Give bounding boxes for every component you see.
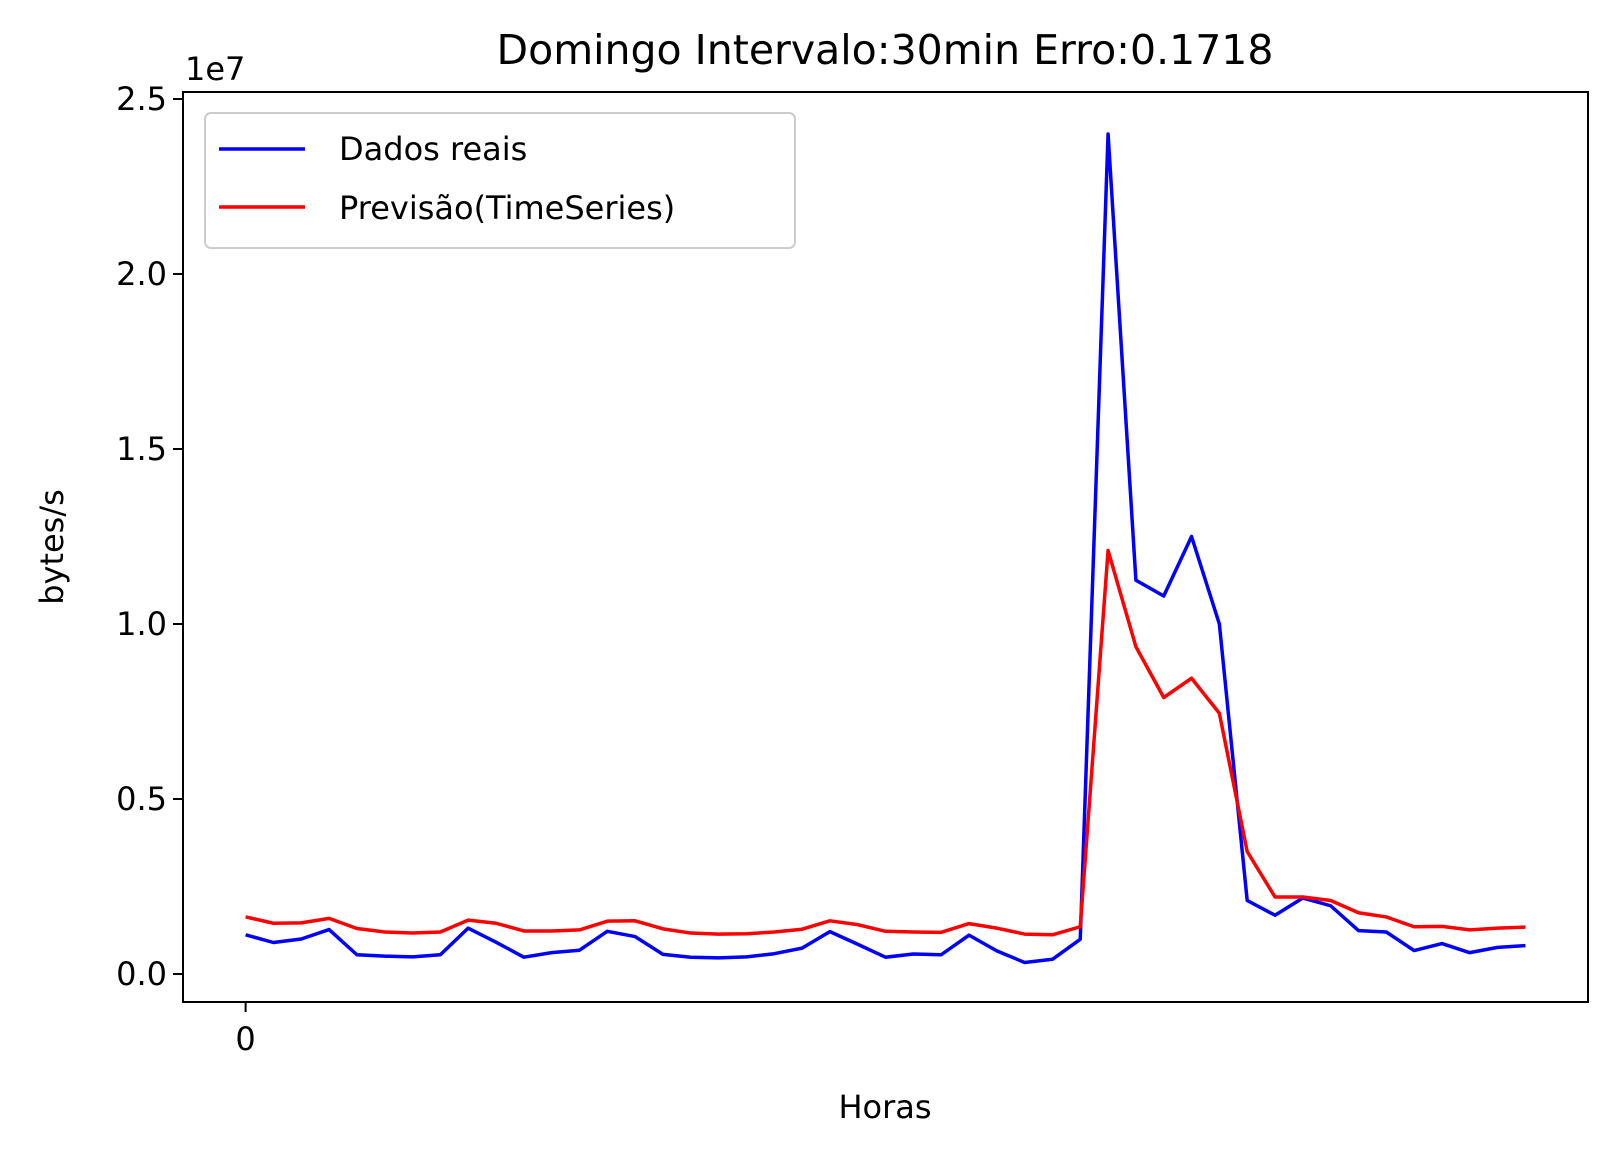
legend-label-previsao: Previsão(TimeSeries): [339, 189, 675, 227]
y-offset-label: 1e7: [185, 50, 245, 88]
series-line-previsao: [245, 548, 1526, 937]
legend-box: [204, 112, 796, 249]
y-axis-ticks: 0.0 0.5 1.0 1.5 2.0 2.5: [116, 80, 183, 993]
x-axis-ticks: 0: [235, 1002, 256, 1058]
y-tick-label: 2.5: [116, 80, 167, 118]
y-tick-label: 0.0: [116, 955, 167, 993]
series-layer: [245, 132, 1526, 965]
y-tick-label: 1.5: [116, 430, 167, 468]
series-line-dados-reais: [245, 132, 1526, 965]
legend: Dados reais Previsão(TimeSeries): [204, 112, 796, 249]
x-tick-label: 0: [235, 1020, 255, 1058]
legend-label-dados-reais: Dados reais: [339, 130, 527, 168]
y-axis-label: bytes/s: [33, 489, 71, 605]
y-tick-label: 0.5: [116, 780, 167, 818]
y-tick-label: 1.0: [116, 605, 167, 643]
chart-title: Domingo Intervalo:30min Erro:0.1718: [497, 26, 1274, 74]
y-tick-label: 2.0: [116, 255, 167, 293]
plot-frame: [182, 91, 1589, 1003]
x-axis-label: Horas: [838, 1088, 931, 1126]
